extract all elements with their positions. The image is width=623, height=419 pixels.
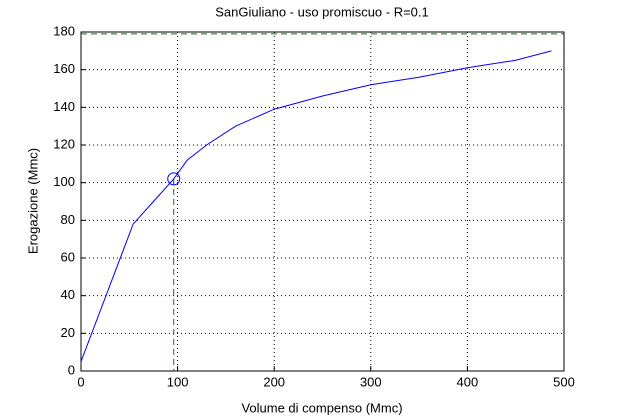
x-tick-label: 300 xyxy=(360,374,382,389)
y-axis-label: Erogazione (Mmc) xyxy=(25,148,40,254)
data-line xyxy=(80,50,552,362)
y-tick-label: 160 xyxy=(53,61,75,76)
y-tick-label: 120 xyxy=(53,136,75,151)
x-tick-label: 200 xyxy=(263,374,285,389)
x-tick-label: 0 xyxy=(77,374,84,389)
y-tick-label: 20 xyxy=(61,325,75,340)
y-tick-label: 40 xyxy=(61,287,75,302)
x-tick-label: 400 xyxy=(457,374,479,389)
plot-area xyxy=(80,31,565,372)
y-tick-label: 140 xyxy=(53,99,75,114)
x-axis-label: Volume di compenso (Mmc) xyxy=(241,400,402,415)
marker-point xyxy=(167,172,181,186)
y-tick-label: 100 xyxy=(53,174,75,189)
y-tick-label: 60 xyxy=(61,249,75,264)
y-tick-label: 180 xyxy=(53,23,75,38)
x-tick-label: 500 xyxy=(553,374,575,389)
x-tick-label: 100 xyxy=(167,374,189,389)
chart-title: SanGiuliano - uso promiscuo - R=0.1 xyxy=(215,4,429,19)
y-tick-label: 0 xyxy=(68,362,75,377)
y-tick-label: 80 xyxy=(61,212,75,227)
